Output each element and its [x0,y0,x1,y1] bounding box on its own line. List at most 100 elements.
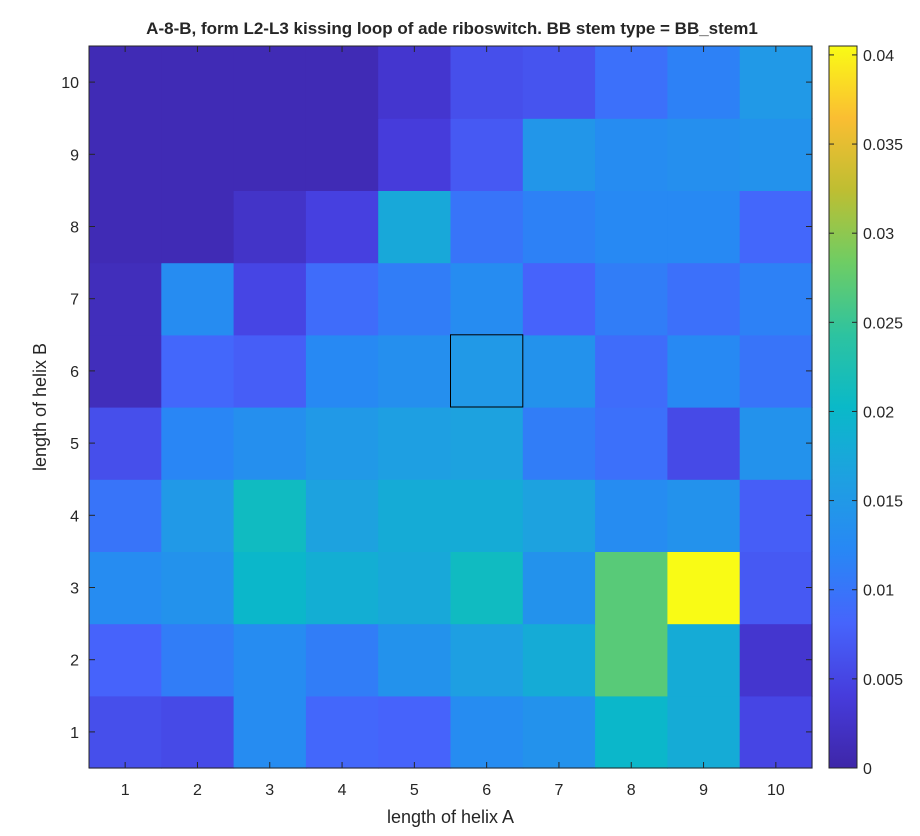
colorbar-tick-label: 0.035 [863,137,903,154]
heatmap-cell [739,118,813,191]
heatmap-cell [89,190,162,264]
heatmap-cell [305,334,379,408]
heatmap-cell [595,695,668,769]
x-tick-label: 4 [338,782,347,799]
heatmap-cell [595,407,668,480]
heatmap-cell [233,118,307,191]
heatmap-cell [89,46,162,119]
heatmap-cell [89,262,162,336]
heatmap-cell [667,695,741,769]
heatmap-cell [522,623,596,697]
heatmap-cell [522,334,596,408]
colorbar-tick-label: 0.03 [863,226,894,243]
heatmap-cell [233,479,307,552]
heatmap-cell [450,334,524,408]
heatmap-cell [522,695,596,769]
heatmap-cell [595,479,668,552]
heatmap-cell [739,551,813,625]
heatmap-cell [522,551,596,625]
heatmap-cell [233,334,307,408]
heatmap-cell [667,262,741,336]
heatmap-cell [89,118,162,191]
heatmap-cell [450,551,524,625]
heatmap-cell [522,118,596,191]
heatmap-cell [378,479,452,552]
heatmap-cells [89,46,813,769]
colorbar-tick-label: 0.02 [863,404,894,421]
heatmap-cell [667,118,741,191]
heatmap-cell [378,551,452,625]
heatmap-cell [595,551,668,625]
heatmap-cell [161,479,235,552]
heatmap-cell [378,262,452,336]
colorbar-tick-label: 0 [863,761,872,778]
heatmap-cell [739,334,813,408]
x-axis-ticks: 1 2 3 4 5 6 7 8 9 10 [121,46,785,799]
heatmap-cell [739,46,813,119]
heatmap-cell [378,407,452,480]
x-axis-label: length of helix A [387,807,514,827]
x-tick-label: 1 [121,782,130,799]
heatmap-cell [739,623,813,697]
heatmap-cell [667,334,741,408]
heatmap-cell [161,262,235,336]
heatmap-cell [378,623,452,697]
heatmap-cell [450,190,524,264]
heatmap-cell [450,407,524,480]
y-tick-label: 3 [70,581,79,598]
colorbar-tick-label: 0.01 [863,583,894,600]
y-tick-label: 2 [70,653,79,670]
heatmap-cell [522,46,596,119]
heatmap-cell [305,262,379,336]
plot-frame [88,45,813,769]
heatmap-cell [739,262,813,336]
colorbar-gradient [828,45,858,769]
colorbar-tick-label: 0.025 [863,315,903,332]
heatmap-cell [89,623,162,697]
heatmap-cell [378,118,452,191]
heatmap-cell [233,551,307,625]
y-axis-label: length of helix B [30,343,50,471]
heatmap-cell [89,551,162,625]
heatmap-cell [161,551,235,625]
heatmap-cell [667,551,741,625]
heatmap-cell [161,407,235,480]
x-tick-label: 8 [627,782,636,799]
heatmap-cell [450,479,524,552]
y-tick-label: 4 [70,508,79,525]
heatmap-cell [305,551,379,625]
heatmap-cell [233,695,307,769]
x-tick-label: 7 [554,782,563,799]
heatmap-cell [739,479,813,552]
heatmap-cell [667,407,741,480]
heatmap-cell [305,407,379,480]
heatmap-cell [378,46,452,119]
y-axis-ticks: 1 2 3 4 5 6 7 8 9 10 [61,75,812,742]
heatmap-cell [233,262,307,336]
heatmap-cell [595,190,668,264]
heatmap-cell [89,407,162,480]
heatmap-cell [522,407,596,480]
heatmap-cell [739,190,813,264]
heatmap-cell [378,334,452,408]
heatmap-cell [233,46,307,119]
x-tick-label: 2 [193,782,202,799]
heatmap-cell [450,46,524,119]
heatmap-cell [305,479,379,552]
heatmap-cell [161,334,235,408]
x-tick-label: 5 [410,782,419,799]
heatmap-cell [450,623,524,697]
y-tick-label: 7 [70,292,79,309]
heatmap-cell [450,695,524,769]
heatmap-cell [595,623,668,697]
heatmap-cell [161,695,235,769]
heatmap-cell [595,46,668,119]
heatmap-cell [450,118,524,191]
heatmap-cell [522,190,596,264]
heatmap-cell [450,262,524,336]
heatmap-cell [667,623,741,697]
y-tick-label: 10 [61,75,79,92]
heatmap-cell [739,407,813,480]
heatmap-cell [739,695,813,769]
